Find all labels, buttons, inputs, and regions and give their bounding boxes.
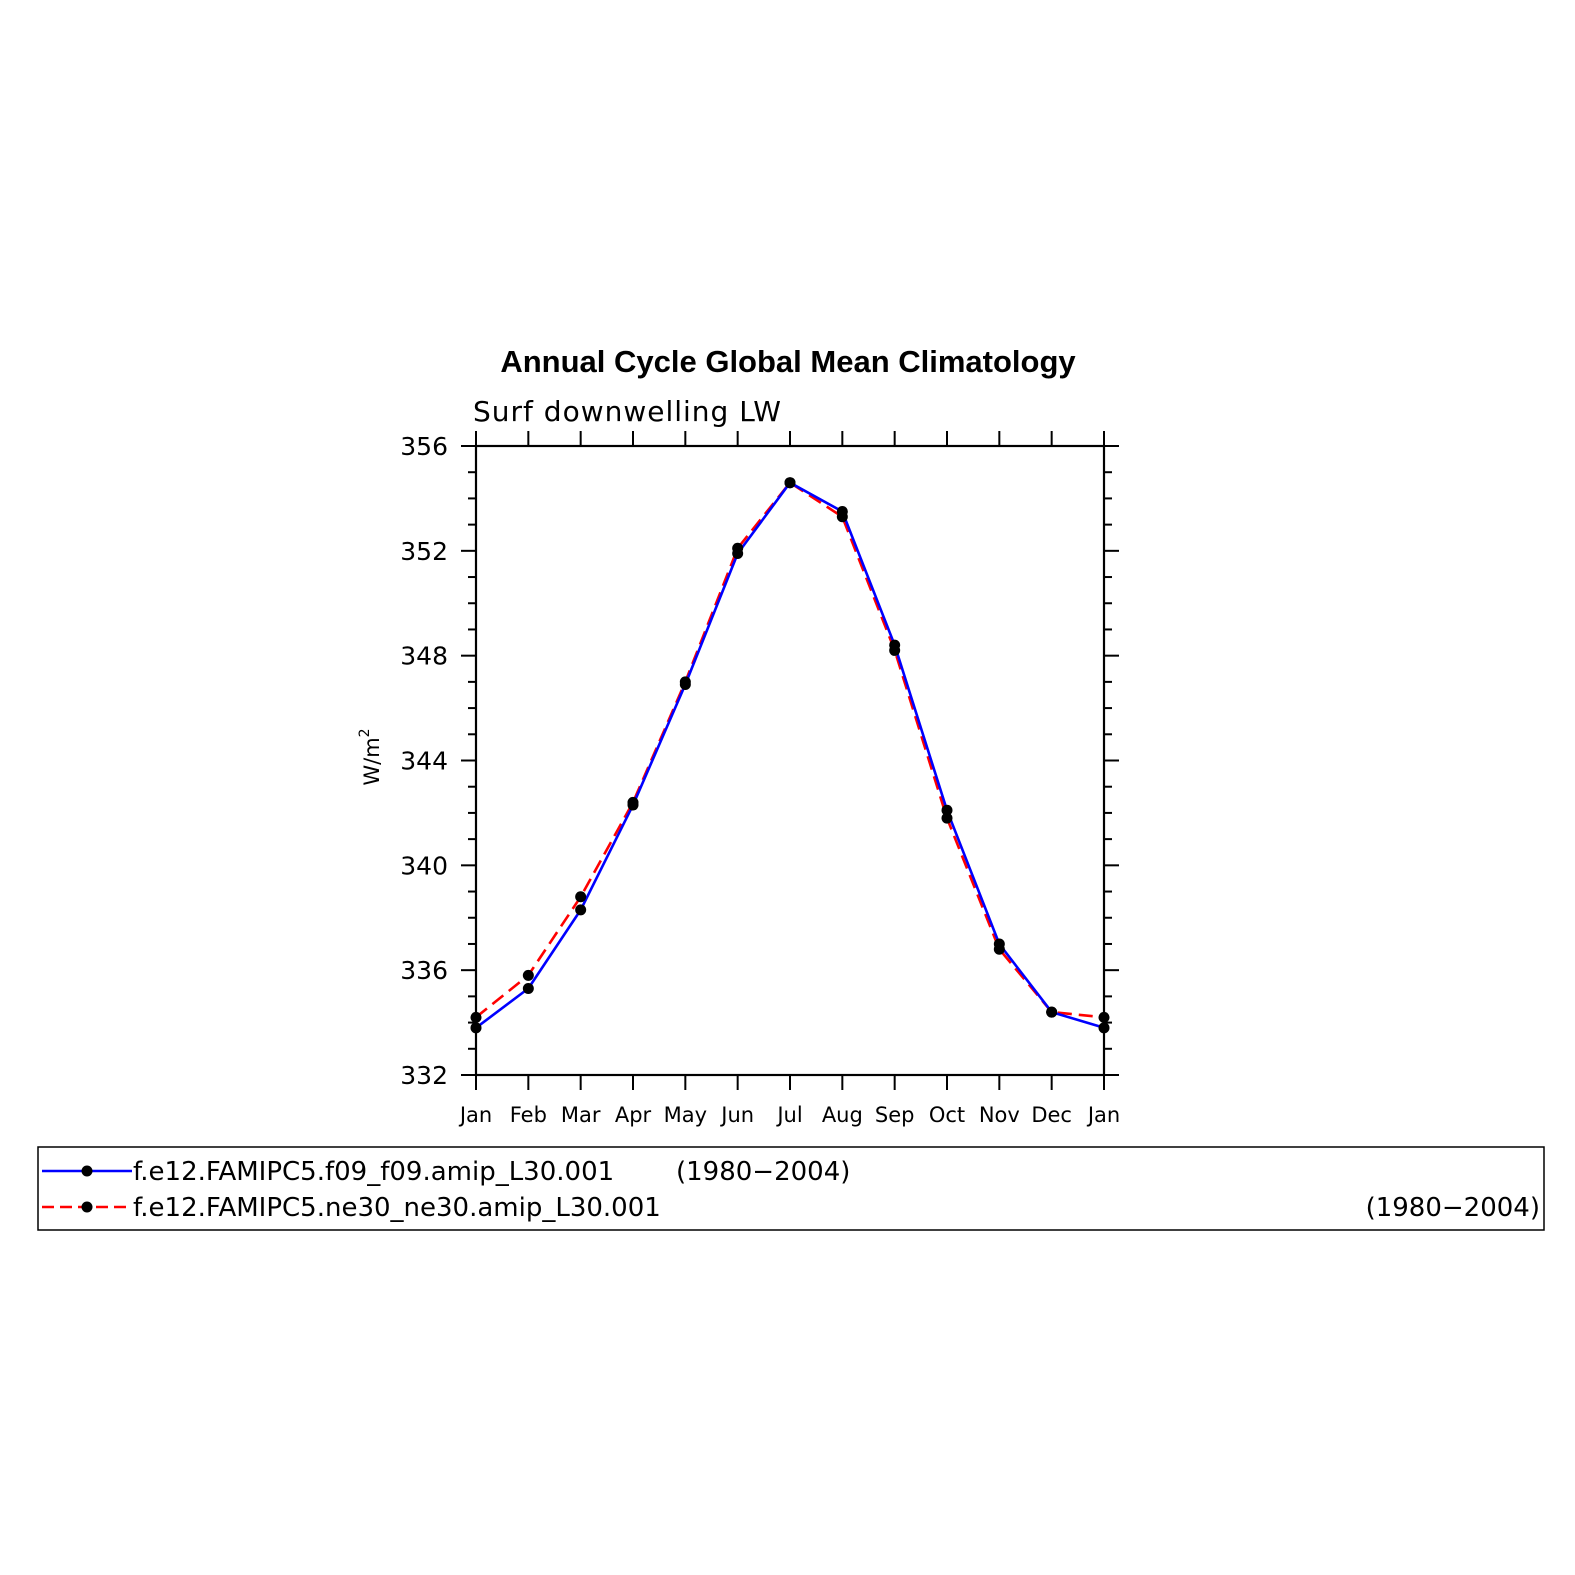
series-2-point	[522, 969, 534, 981]
x-tick-label: Aug	[822, 1103, 863, 1127]
x-tick-label: Nov	[979, 1103, 1020, 1127]
y-tick-label: 356	[400, 432, 448, 461]
series-1-point	[470, 1022, 482, 1034]
series-2-point	[941, 812, 953, 824]
series-2-point	[470, 1011, 482, 1023]
series-2-point	[836, 511, 848, 523]
legend-marker-1	[81, 1165, 93, 1177]
legend: f.e12.FAMIPC5.f09_f09.amip_L30.001 (1980−…	[37, 1146, 1545, 1231]
x-tick-label: Sep	[875, 1103, 915, 1127]
x-tick-label: Dec	[1031, 1103, 1072, 1127]
x-tick-label: Jul	[775, 1103, 802, 1127]
legend-label-1: f.e12.FAMIPC5.f09_f09.amip_L30.001	[133, 1157, 614, 1187]
series-line-1	[475, 481, 1105, 1030]
x-tick-label: Jan	[458, 1103, 492, 1127]
series-2-point	[1098, 1011, 1110, 1023]
x-tick-label: Oct	[929, 1103, 965, 1127]
x-tick-label: Jun	[719, 1103, 754, 1127]
legend-period-2: (1980−2004)	[1366, 1193, 1540, 1223]
series-line-2	[475, 481, 1105, 1019]
y-axis-label-unit: W/m	[360, 737, 384, 785]
chart-subtitle: Surf downwelling LW	[473, 395, 782, 428]
series-1-point	[575, 904, 587, 916]
y-axis-label: W/m2	[357, 728, 384, 785]
x-tick-label: Mar	[561, 1103, 601, 1127]
y-axis-label-exponent: 2	[357, 728, 373, 737]
legend-marker-2	[81, 1201, 93, 1213]
plot-axes: 332 336 340 344 348 352 356 Jan Feb Mar Apr May Jun J…	[400, 431, 1120, 1127]
series-2-point	[575, 891, 587, 903]
series-1-point	[1098, 1022, 1110, 1034]
chart-title: Annual Cycle Global Mean Climatology	[500, 344, 1076, 379]
series-layer	[470, 477, 1110, 1034]
series-2-point	[1046, 1006, 1058, 1018]
series-2-point	[627, 796, 639, 808]
legend-box	[37, 1146, 1545, 1231]
series-2-point	[993, 943, 1005, 955]
y-tick-label: 336	[400, 956, 448, 985]
y-tick-label: 344	[400, 747, 448, 776]
x-tick-label: Apr	[615, 1103, 652, 1127]
series-2-point	[889, 644, 901, 656]
series-2-point	[784, 477, 796, 489]
legend-label-2: f.e12.FAMIPC5.ne30_ne30.amip_L30.001	[133, 1193, 661, 1223]
x-tick-label: May	[664, 1103, 707, 1127]
series-1-point	[522, 983, 534, 995]
x-tick-label: Feb	[510, 1103, 547, 1127]
series-2-point	[679, 676, 691, 688]
series-2-point	[732, 542, 744, 554]
y-tick-label: 348	[400, 642, 448, 671]
y-tick-label: 352	[400, 537, 448, 566]
legend-period-1: (1980−2004)	[676, 1157, 850, 1187]
y-tick-label: 332	[400, 1061, 448, 1090]
x-tick-label: Jan	[1086, 1103, 1120, 1127]
plot-frame	[474, 444, 1106, 1077]
y-tick-label: 340	[400, 851, 448, 880]
series-1-point	[941, 804, 953, 816]
